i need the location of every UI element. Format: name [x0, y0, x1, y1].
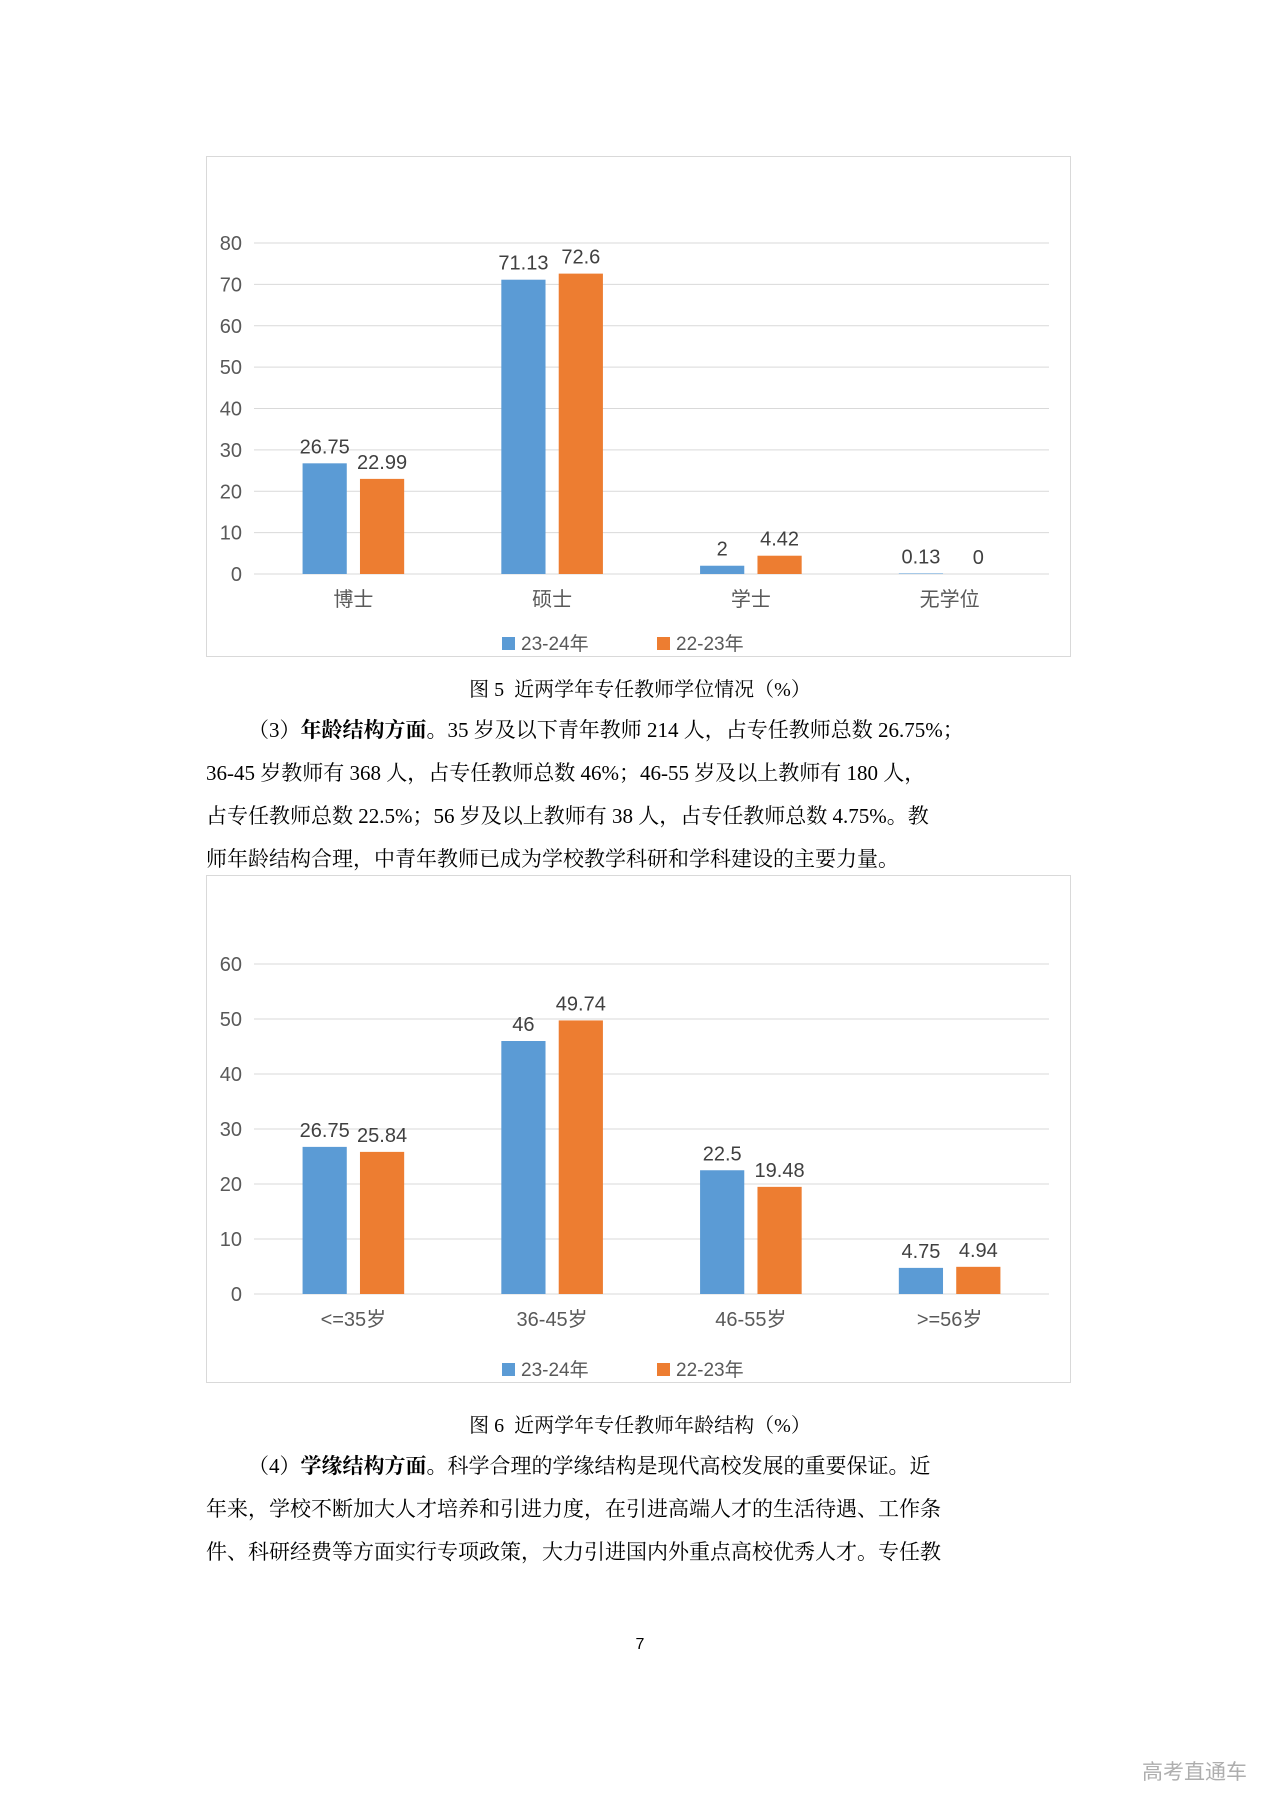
- svg-text:0: 0: [973, 547, 984, 569]
- svg-text:4.42: 4.42: [760, 529, 799, 551]
- svg-text:硕士: 硕士: [532, 588, 572, 611]
- svg-text:46-55岁: 46-55岁: [715, 1308, 786, 1331]
- svg-text:30: 30: [220, 1119, 242, 1141]
- svg-text:60: 60: [220, 954, 242, 976]
- svg-text:4.75: 4.75: [901, 1241, 940, 1263]
- svg-text:<=35岁: <=35岁: [321, 1308, 387, 1331]
- svg-text:71.13: 71.13: [498, 253, 548, 275]
- svg-text:23-24年: 23-24年: [521, 1359, 589, 1381]
- svg-text:30: 30: [220, 440, 242, 462]
- svg-text:23-24年: 23-24年: [521, 633, 589, 655]
- svg-text:26.75: 26.75: [300, 436, 350, 458]
- svg-text:50: 50: [220, 1009, 242, 1031]
- svg-text:25.84: 25.84: [357, 1125, 407, 1147]
- svg-text:学士: 学士: [731, 588, 771, 611]
- svg-text:36-45岁: 36-45岁: [517, 1308, 588, 1331]
- svg-text:无学位: 无学位: [920, 588, 980, 611]
- svg-text:26.75: 26.75: [300, 1120, 350, 1142]
- svg-text:4.94: 4.94: [959, 1240, 998, 1262]
- svg-text:46: 46: [512, 1014, 534, 1036]
- svg-text:>=56岁: >=56岁: [917, 1308, 983, 1331]
- svg-text:70: 70: [220, 274, 242, 296]
- svg-text:22-23年: 22-23年: [676, 1359, 744, 1381]
- svg-text:22.5: 22.5: [703, 1143, 742, 1165]
- svg-text:10: 10: [220, 523, 242, 545]
- svg-text:50: 50: [220, 357, 242, 379]
- svg-text:19.48: 19.48: [755, 1160, 805, 1182]
- svg-text:40: 40: [220, 399, 242, 421]
- svg-text:20: 20: [220, 481, 242, 503]
- svg-text:22-23年: 22-23年: [676, 633, 744, 655]
- svg-text:0: 0: [231, 564, 242, 586]
- svg-text:10: 10: [220, 1229, 242, 1251]
- svg-text:72.6: 72.6: [561, 247, 600, 269]
- svg-text:0.13: 0.13: [901, 546, 940, 568]
- svg-text:40: 40: [220, 1064, 242, 1086]
- svg-text:0: 0: [231, 1284, 242, 1306]
- svg-text:博士: 博士: [333, 588, 373, 611]
- svg-text:60: 60: [220, 316, 242, 338]
- svg-text:20: 20: [220, 1174, 242, 1196]
- svg-text:80: 80: [220, 233, 242, 255]
- svg-text:22.99: 22.99: [357, 452, 407, 474]
- svg-text:49.74: 49.74: [556, 993, 606, 1015]
- svg-text:2: 2: [717, 539, 728, 561]
